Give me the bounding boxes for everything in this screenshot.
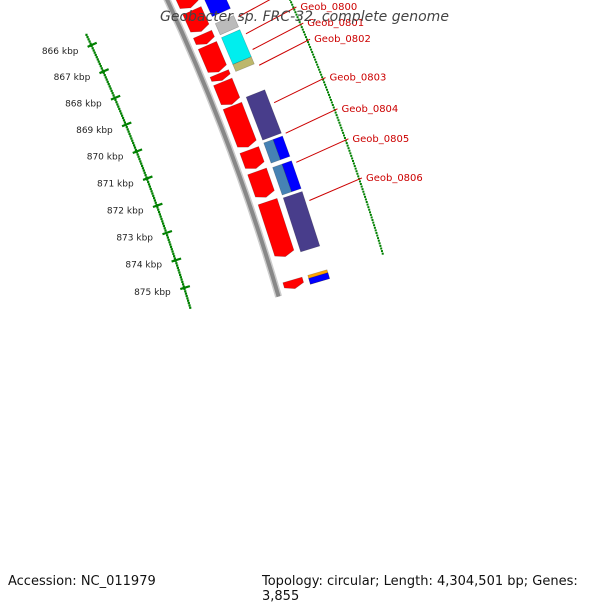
tick-mark xyxy=(121,121,132,128)
gene-feature-block[interactable] xyxy=(272,163,293,196)
tick-label: 867 kbp xyxy=(54,73,91,83)
gene-feature-block[interactable] xyxy=(282,191,321,253)
gene-label-line xyxy=(258,38,311,66)
gene-feature-block[interactable] xyxy=(239,146,265,169)
gene-feature-block[interactable] xyxy=(209,69,231,82)
gene-label-line xyxy=(309,177,363,201)
tick-label: 871 kbp xyxy=(97,179,134,189)
feature-track xyxy=(175,0,330,289)
gene-feature-block[interactable] xyxy=(281,160,302,193)
tick-label: 870 kbp xyxy=(87,153,124,163)
gene-feature-block[interactable] xyxy=(257,197,295,257)
gene-label[interactable]: Geob_0804 xyxy=(341,104,398,115)
gene-label[interactable]: Geob_0800 xyxy=(300,2,357,13)
tick-label: 874 kbp xyxy=(125,261,162,271)
kbp-ticks: 866 kbp 867 kbp 868 kbp 869 kbp 870 kbp 871 k… xyxy=(42,41,191,298)
gene-label-line xyxy=(273,77,326,104)
tick-label: 872 kbp xyxy=(107,206,144,216)
gene-feature-block[interactable] xyxy=(263,139,281,164)
gene-label[interactable]: Geob_0803 xyxy=(330,73,387,84)
tick-label: 869 kbp xyxy=(76,126,113,136)
genome-title: Geobacter sp. FRC-32, complete genome xyxy=(160,9,449,25)
tick-mark xyxy=(142,175,153,181)
tick-label: 866 kbp xyxy=(42,47,79,57)
gene-label[interactable]: Geob_0806 xyxy=(366,173,423,184)
gene-feature-block[interactable] xyxy=(192,29,215,45)
outer-dots xyxy=(289,0,384,255)
gene-feature-block[interactable] xyxy=(197,41,227,73)
gene-labels[interactable]: Geob_0799Geob_0800Geob_0801Geob_0802Geob… xyxy=(238,0,423,201)
gene-label[interactable]: Geob_0802 xyxy=(314,34,371,45)
genome-backbone xyxy=(163,0,282,298)
tick-mark xyxy=(152,202,163,209)
gene-label-line xyxy=(252,22,304,50)
tick-mark xyxy=(87,41,98,48)
tick-mark xyxy=(171,257,182,263)
gene-label[interactable]: Geob_0801 xyxy=(307,18,364,29)
tick-mark xyxy=(110,94,121,101)
gene-label-line xyxy=(245,6,297,35)
tick-label: 868 kbp xyxy=(65,100,102,110)
tick-mark xyxy=(179,285,191,291)
gene-feature-block[interactable] xyxy=(247,167,275,198)
tick-label: 873 kbp xyxy=(116,233,153,243)
gene-feature-block[interactable] xyxy=(201,0,231,17)
gene-label-line xyxy=(296,138,349,163)
tick-mark xyxy=(99,68,110,75)
gene-feature-block[interactable] xyxy=(308,272,330,285)
accession-label: Accession: NC_011979 xyxy=(8,574,156,589)
tick-mark xyxy=(132,148,143,155)
gene-feature-block[interactable] xyxy=(232,56,255,72)
gene-label-line xyxy=(285,108,338,134)
gene-feature-block[interactable] xyxy=(245,89,282,141)
gene-feature-block[interactable] xyxy=(214,15,239,36)
gene-feature-block[interactable] xyxy=(213,77,241,106)
gene-label-line xyxy=(238,0,271,18)
gene-feature-block[interactable] xyxy=(272,135,291,161)
gene-feature-block[interactable] xyxy=(175,0,199,9)
tick-label: 875 kbp xyxy=(134,288,171,298)
gene-feature-block[interactable] xyxy=(182,6,210,33)
gene-feature-block[interactable] xyxy=(222,101,257,148)
gene-feature-block[interactable] xyxy=(221,29,252,65)
tick-mark xyxy=(162,229,173,236)
gene-feature-block[interactable] xyxy=(282,276,304,289)
gene-label[interactable]: Geob_0805 xyxy=(352,134,409,145)
